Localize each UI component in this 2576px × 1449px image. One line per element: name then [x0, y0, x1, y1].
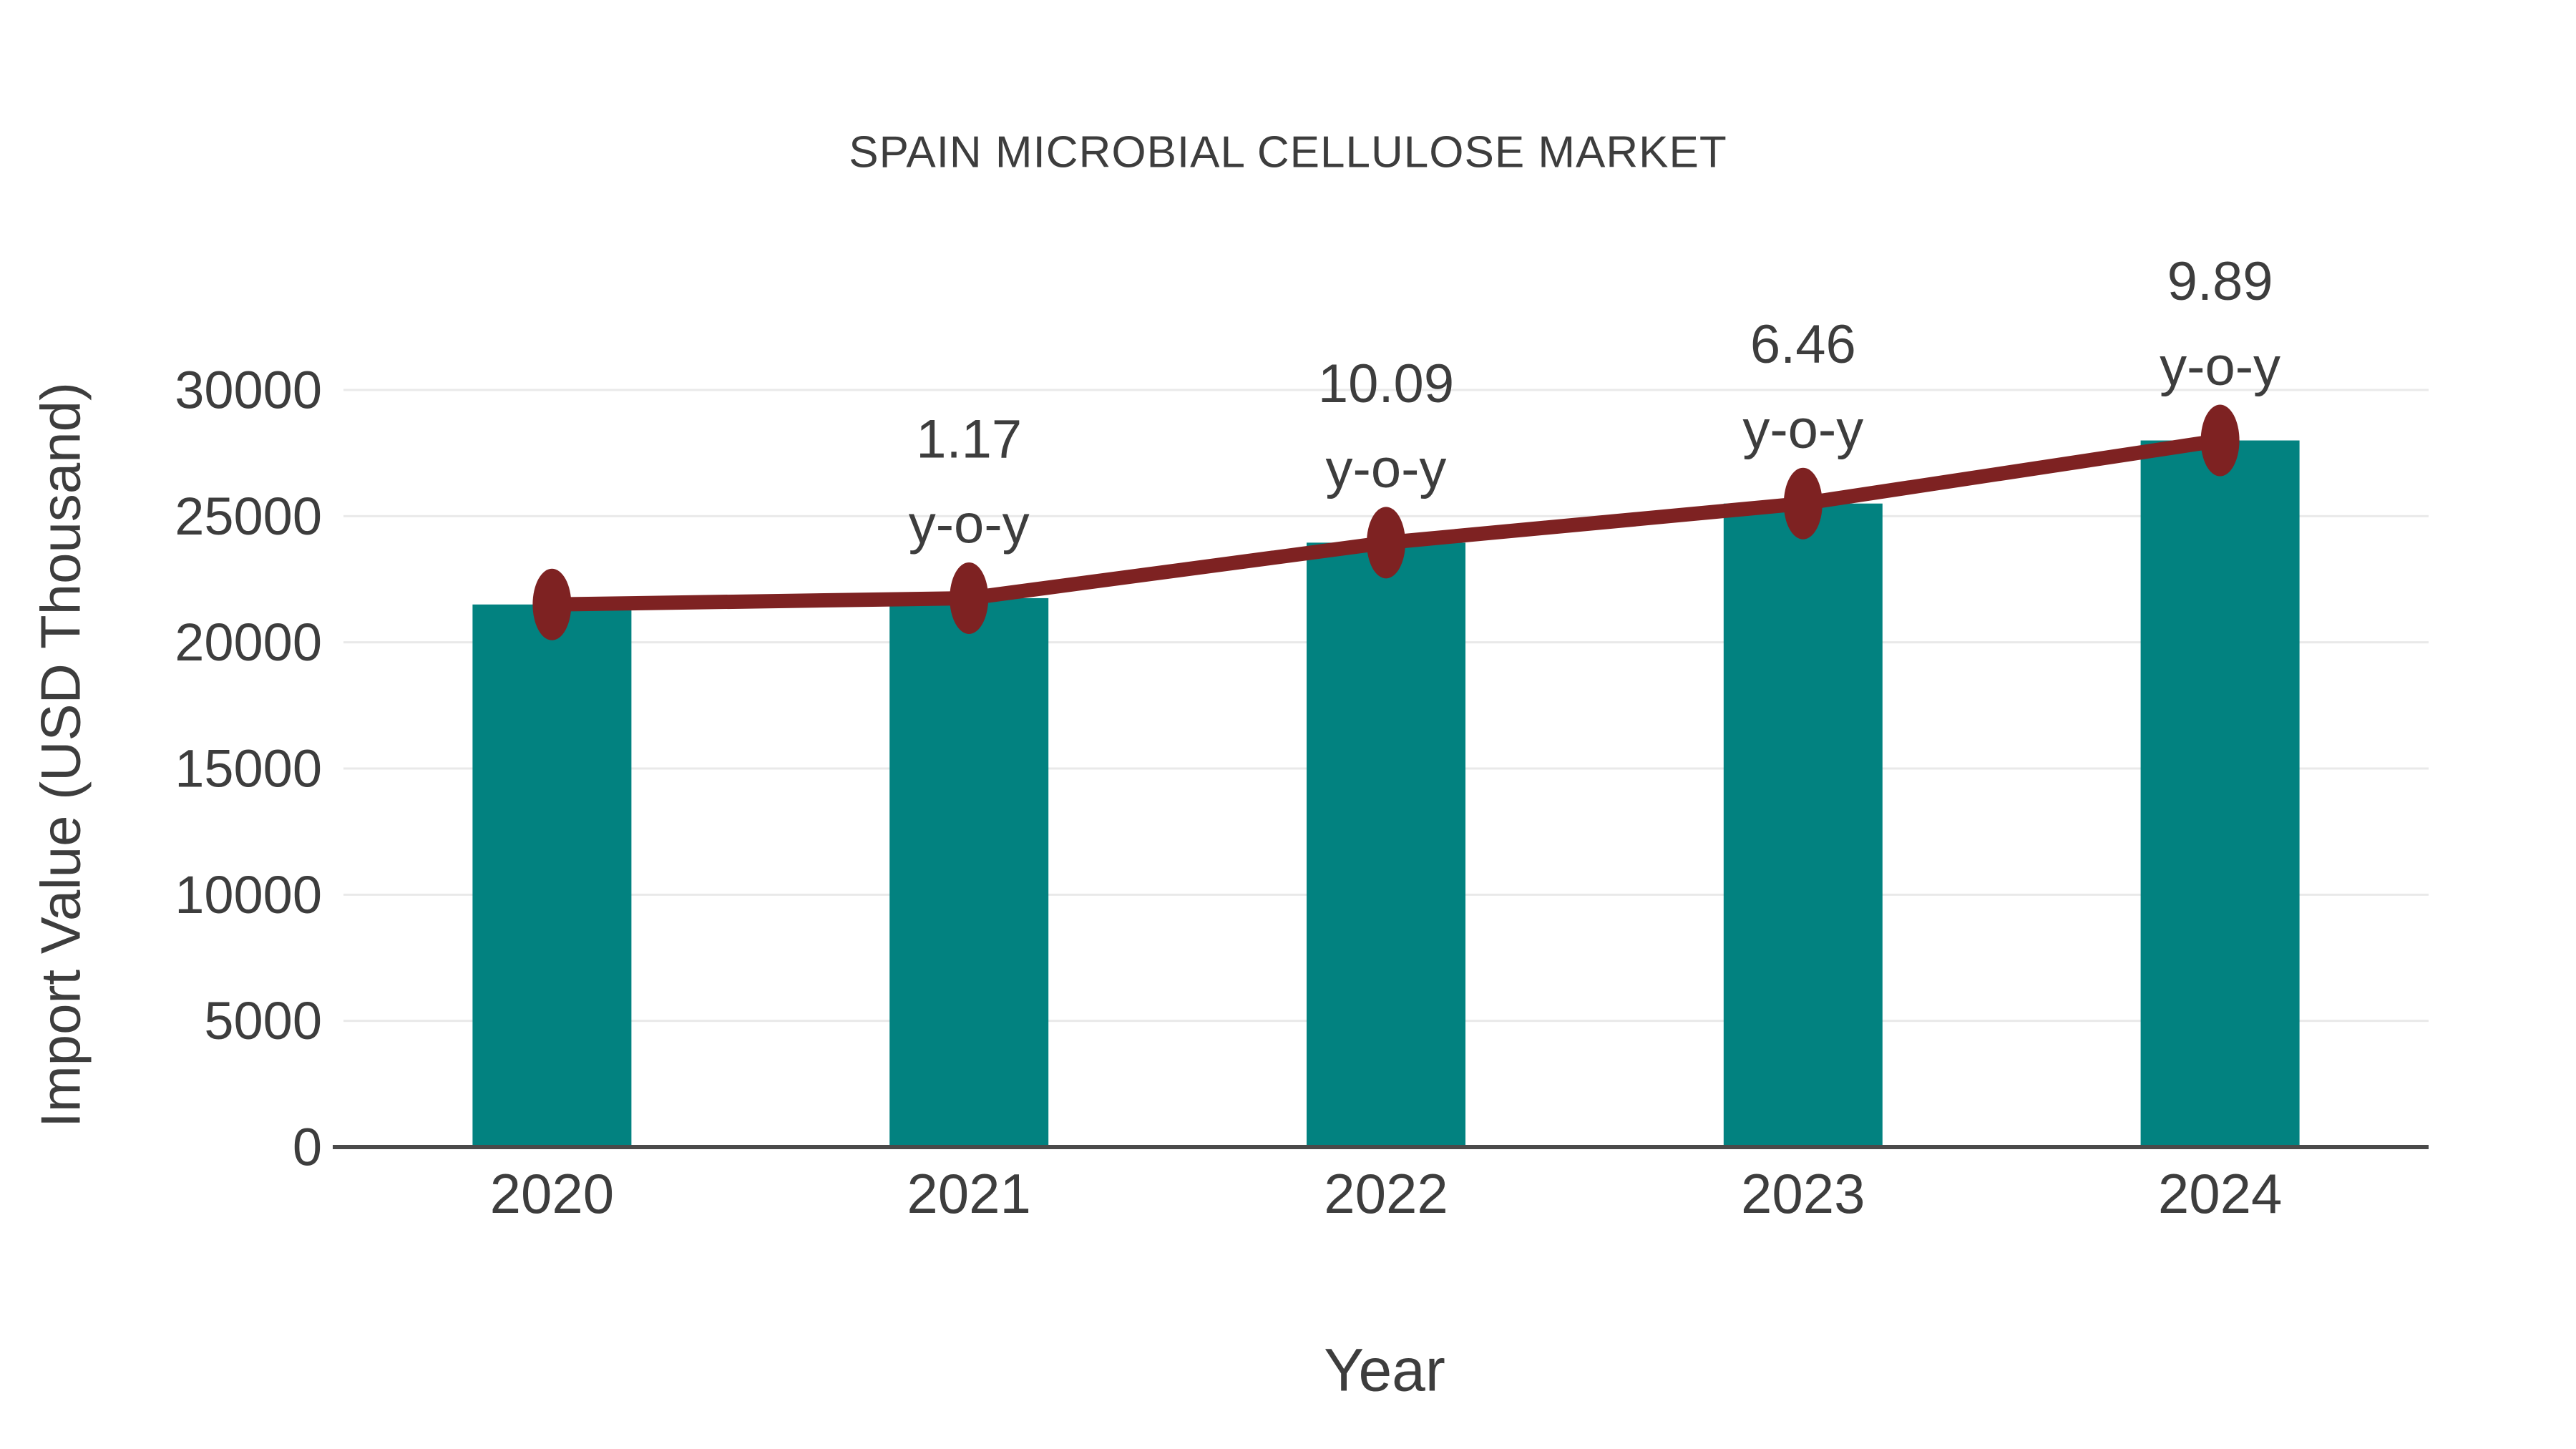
growth-suffix-label: y-o-y	[2160, 336, 2280, 397]
y-tick-label: 5000	[204, 991, 322, 1050]
y-tick-label: 25000	[175, 487, 322, 546]
x-tick-label: 2024	[2158, 1162, 2283, 1225]
bar-2024	[2140, 440, 2300, 1146]
line-marker-2021	[950, 562, 989, 634]
y-tick-label: 20000	[175, 613, 322, 672]
growth-suffix-label: y-o-y	[1326, 439, 1447, 499]
y-tick-label: 15000	[175, 739, 322, 799]
x-tick-label: 2022	[1324, 1162, 1448, 1225]
line-marker-2023	[1783, 467, 1823, 540]
growth-suffix-label: y-o-y	[1742, 399, 1863, 460]
line-marker-2024	[2200, 404, 2240, 477]
bar-2022	[1307, 542, 1465, 1146]
growth-value-label: 6.46	[1750, 314, 1856, 375]
growth-value-label: 10.09	[1318, 353, 1454, 414]
bar-2021	[889, 597, 1049, 1146]
growth-value-label: 9.89	[2167, 251, 2273, 312]
line-marker-2020	[532, 568, 572, 640]
chart-title: SPAIN MICROBIAL CELLULOSE MARKET	[849, 127, 1727, 177]
y-tick-label: 0	[293, 1118, 322, 1177]
x-tick-label: 2023	[1741, 1162, 1865, 1225]
x-tick-label: 2020	[490, 1162, 615, 1225]
y-tick-label: 30000	[175, 361, 322, 420]
growth-suffix-label: y-o-y	[909, 494, 1030, 555]
line-marker-2022	[1367, 507, 1405, 579]
y-tick-label: 10000	[175, 865, 322, 924]
x-tick-label: 2021	[907, 1162, 1031, 1225]
growth-value-label: 1.17	[916, 409, 1022, 469]
x-axis-title: Year	[1324, 1336, 1445, 1404]
bar-2023	[1723, 503, 1883, 1146]
bar-2020	[472, 604, 632, 1146]
